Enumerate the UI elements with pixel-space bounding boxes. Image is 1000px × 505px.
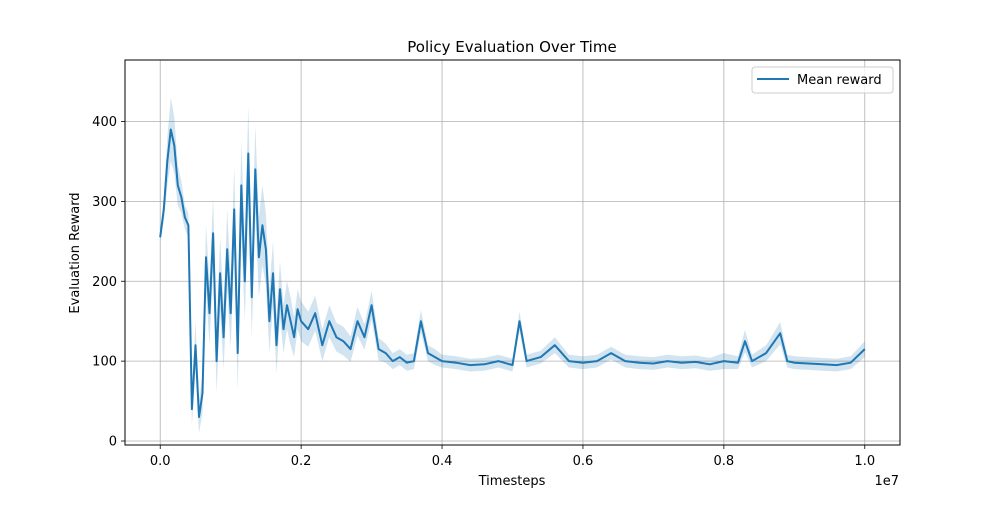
x-axis-offset-label: 1e7 — [874, 474, 899, 489]
band-layer — [160, 97, 865, 433]
grid-layer — [125, 60, 900, 445]
y-tick-label: 100 — [92, 355, 117, 370]
y-tick-label: 400 — [92, 115, 117, 130]
y-axis-label: Evaluation Reward — [68, 192, 83, 313]
y-tick-label: 300 — [92, 195, 117, 210]
x-tick-label: 0.6 — [573, 454, 594, 469]
x-tick-label: 0.2 — [291, 454, 312, 469]
mean-reward-confidence-band — [160, 97, 865, 433]
y-tick-label: 200 — [92, 275, 117, 290]
y-tick-label: 0 — [109, 435, 117, 450]
x-axis-ticks: 0.0 0.2 0.4 0.6 0.8 1.0 — [150, 445, 875, 469]
legend: Mean reward — [751, 66, 894, 94]
mean-reward-line — [159, 128, 866, 418]
x-tick-label: 0.4 — [432, 454, 453, 469]
x-axis-label: Timesteps — [478, 474, 546, 489]
plot-frame — [124, 59, 901, 446]
x-tick-label: 1.0 — [854, 454, 875, 469]
x-tick-label: 0.8 — [714, 454, 735, 469]
legend-label-mean-reward: Mean reward — [797, 73, 882, 88]
y-axis-ticks: 0 100 200 300 400 — [92, 115, 125, 450]
line-layer — [159, 128, 866, 418]
x-tick-label: 0.0 — [150, 454, 171, 469]
chart-title: Policy Evaluation Over Time — [407, 38, 616, 56]
legend-box — [751, 66, 894, 94]
